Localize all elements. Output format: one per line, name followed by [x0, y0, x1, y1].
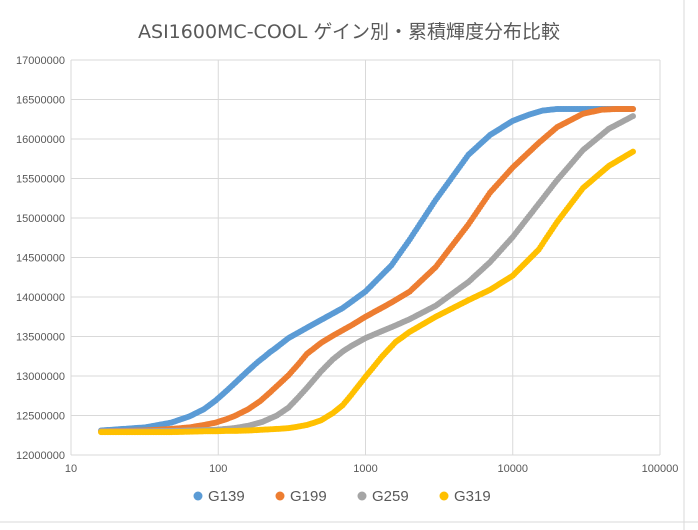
y-tick-label: 17000000	[16, 55, 65, 67]
data-point	[629, 148, 636, 155]
legend-label: G259	[372, 488, 409, 505]
series-g319	[98, 148, 636, 436]
y-tick-label: 14500000	[16, 253, 65, 265]
y-tick-label: 13500000	[16, 332, 65, 344]
series-layer	[98, 105, 636, 436]
y-tick-label: 16500000	[16, 95, 65, 107]
legend: G139 G199 G259 G319	[193, 488, 491, 505]
y-tick-label: 13000000	[16, 371, 65, 383]
y-tick-labels: 12000000 12500000 13000000 13500000 14000000…	[16, 55, 65, 462]
series-g199	[98, 105, 636, 435]
x-tick-label: 10	[65, 463, 77, 475]
legend-item-g199: G199	[275, 488, 327, 505]
legend-marker	[275, 491, 285, 501]
y-tick-label: 12500000	[16, 411, 65, 423]
legend-item-g319: G319	[439, 488, 491, 505]
legend-marker	[439, 491, 449, 501]
legend-marker	[193, 491, 203, 501]
legend-item-g259: G259	[357, 488, 409, 505]
legend-marker	[357, 491, 367, 501]
y-tick-label: 15000000	[16, 213, 65, 225]
x-tick-label: 100000	[642, 463, 679, 475]
x-tick-labels: 10 100 1000 10000 100000	[65, 463, 678, 475]
y-tick-label: 16000000	[16, 134, 65, 146]
data-point	[629, 105, 636, 112]
y-tick-label: 14000000	[16, 292, 65, 304]
y-tick-label: 15500000	[16, 174, 65, 186]
legend-label: G319	[454, 488, 491, 505]
legend-item-g139: G139	[193, 488, 245, 505]
chart-title: ASI1600MC-COOL ゲイン別・累積輝度分布比較	[138, 21, 560, 43]
y-tick-label: 12000000	[16, 450, 65, 462]
x-tick-label: 10000	[497, 463, 528, 475]
x-tick-label: 1000	[353, 463, 377, 475]
legend-label: G199	[290, 488, 327, 505]
series-g259	[98, 113, 636, 435]
legend-label: G139	[208, 488, 245, 505]
x-tick-label: 100	[209, 463, 227, 475]
data-point	[629, 113, 636, 120]
series-g139	[98, 105, 636, 434]
